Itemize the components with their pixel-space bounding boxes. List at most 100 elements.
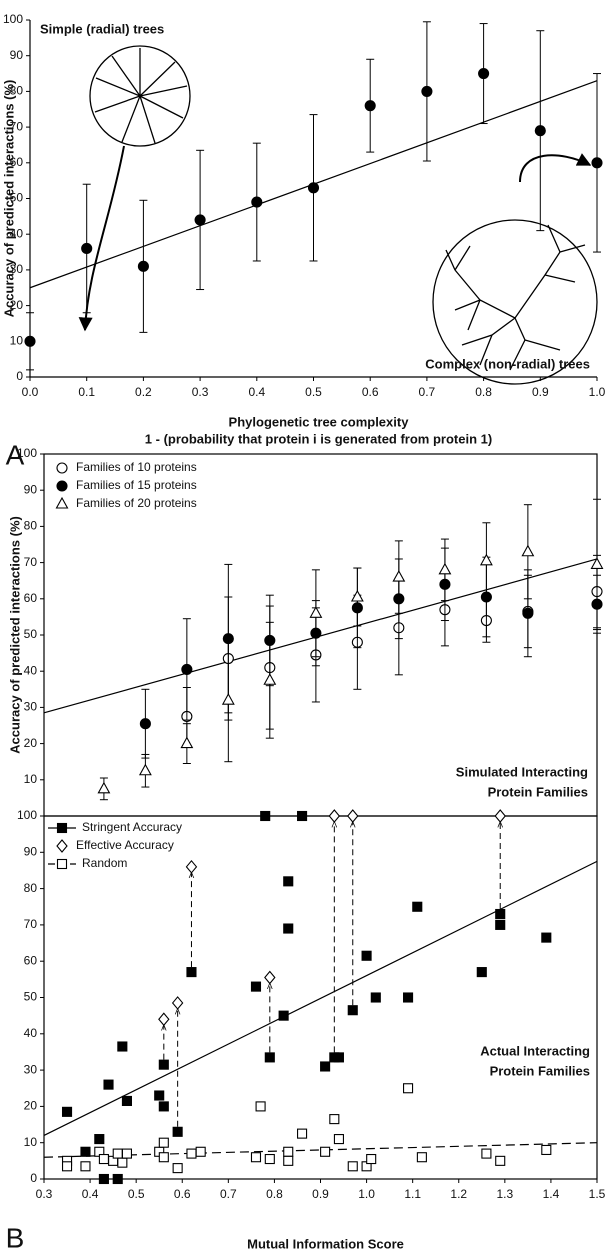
y-tick-label: 0	[16, 369, 23, 383]
point	[476, 967, 487, 978]
trend-line	[43, 860, 598, 1136]
x-tick-label: 0.7	[220, 1187, 237, 1201]
legend-marker	[56, 462, 68, 474]
point	[333, 1134, 344, 1145]
annotation: Protein Families	[488, 784, 588, 799]
legend-label: Families of 15 proteins	[76, 478, 197, 492]
y-tick-label: 90	[24, 482, 38, 496]
point	[139, 718, 151, 730]
x-tick-label: 0.7	[419, 385, 436, 399]
annotation: Simple (radial) trees	[40, 21, 164, 36]
plot-frame	[43, 815, 598, 1180]
arrow	[78, 145, 125, 332]
y-tick-label: 50	[10, 191, 24, 205]
point	[172, 1163, 183, 1174]
point	[590, 557, 604, 569]
point	[98, 1173, 109, 1185]
point	[591, 157, 603, 169]
x-tick-label: 1.3	[496, 1187, 513, 1201]
point	[297, 810, 308, 822]
complex-tree-illustration	[432, 219, 598, 385]
point	[137, 260, 149, 272]
x-tick-label: 0.5	[128, 1187, 145, 1201]
x-tick-label: 1.1	[404, 1187, 421, 1201]
point	[361, 950, 372, 961]
point	[307, 182, 320, 194]
point	[250, 981, 262, 992]
point	[61, 1106, 73, 1117]
point	[412, 901, 423, 912]
y-tick-label: 10	[10, 333, 24, 347]
point	[283, 876, 294, 887]
x-tick-label: 1.2	[450, 1187, 467, 1201]
legend-marker	[56, 839, 68, 853]
point	[172, 1126, 183, 1137]
y-tick-label: 100	[17, 446, 37, 460]
y-tick-label: 50	[24, 627, 38, 641]
point	[61, 1161, 73, 1172]
point	[264, 1052, 275, 1063]
legend-label: Families of 20 proteins	[76, 496, 197, 510]
annotation: Simulated Interacting	[456, 764, 588, 779]
point	[333, 1052, 344, 1063]
point	[194, 214, 206, 226]
point	[403, 1083, 414, 1094]
y-tick-label: 40	[10, 226, 24, 240]
x-tick-label: 0.1	[78, 385, 95, 399]
legend-label: Families of 10 proteins	[76, 460, 197, 474]
x-tick-label: 1.0	[589, 385, 606, 399]
point	[180, 736, 194, 749]
point	[221, 693, 235, 705]
point	[521, 544, 535, 557]
point	[158, 1012, 170, 1027]
y-tick-label: 0	[30, 1171, 37, 1185]
point	[403, 992, 414, 1003]
x-axis-label: Mutual Information Score	[247, 1236, 404, 1251]
point	[97, 781, 111, 794]
point	[117, 1041, 128, 1052]
annotation: Actual Interacting	[480, 1043, 590, 1058]
radial-tree-illustration	[89, 45, 191, 147]
point	[309, 606, 323, 618]
point	[112, 1148, 123, 1159]
legend-label: Stringent Accuracy	[82, 820, 182, 834]
x-tick-label: 0.9	[312, 1187, 329, 1201]
point	[522, 607, 534, 619]
point	[98, 1153, 109, 1165]
point	[366, 1153, 377, 1165]
y-tick-label: 80	[24, 881, 38, 895]
x-tick-label: 0.6	[174, 1187, 191, 1201]
annotation: Protein Families	[490, 1063, 590, 1078]
point	[320, 1146, 331, 1157]
point	[347, 1161, 358, 1172]
legend-marker	[56, 822, 68, 834]
point	[112, 1173, 123, 1185]
point	[297, 1128, 308, 1139]
y-tick-label: 30	[24, 1062, 38, 1076]
x-tick-label: 1.0	[358, 1187, 375, 1201]
y-tick-label: 90	[10, 48, 24, 62]
y-tick-label: 40	[24, 663, 38, 677]
point	[80, 1161, 91, 1172]
point	[392, 569, 406, 582]
y-axis-label: Accuracy of predicted interactions (%)	[7, 516, 22, 754]
x-tick-label: 0.0	[22, 385, 39, 399]
point	[158, 1137, 169, 1148]
y-tick-label: 60	[24, 591, 38, 605]
point	[481, 1148, 492, 1159]
legend-marker	[56, 480, 68, 492]
y-tick-label: 70	[24, 917, 38, 931]
y-tick-label: 10	[24, 772, 38, 786]
point	[158, 1152, 169, 1163]
x-tick-label: 0.5	[305, 385, 322, 399]
point	[121, 1148, 132, 1159]
y-tick-label: 30	[24, 700, 38, 714]
point	[320, 1061, 331, 1072]
point	[283, 1155, 294, 1166]
point	[80, 1146, 91, 1157]
point	[185, 859, 198, 874]
point	[186, 967, 197, 978]
point	[421, 85, 433, 97]
point	[264, 970, 276, 985]
point	[154, 1090, 165, 1101]
